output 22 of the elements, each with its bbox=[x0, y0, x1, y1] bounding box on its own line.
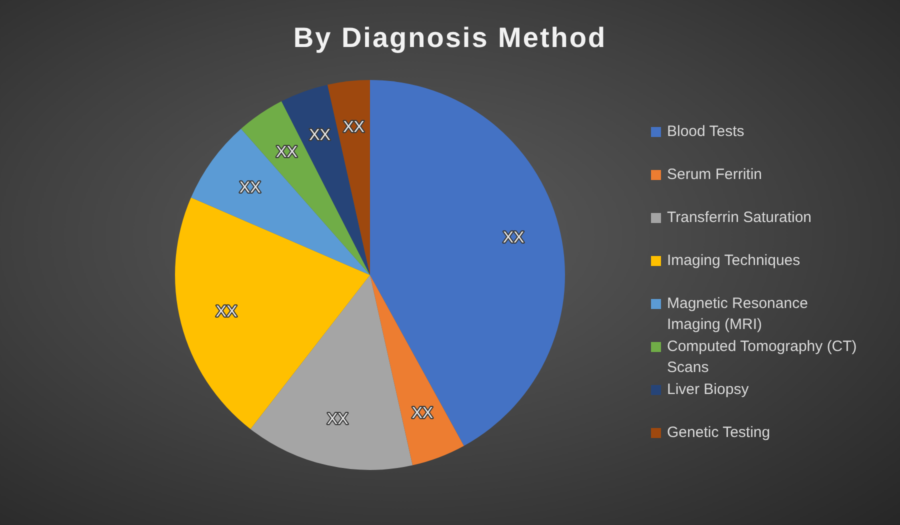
legend-label: Transferrin Saturation bbox=[667, 208, 812, 228]
pie-slice bbox=[250, 275, 413, 470]
pie-slice bbox=[370, 80, 565, 446]
data-label: XX bbox=[276, 144, 298, 161]
data-label: XX bbox=[343, 119, 365, 136]
data-label: XX bbox=[309, 127, 331, 144]
pie-slice bbox=[175, 198, 370, 430]
legend-label: Imaging Techniques bbox=[667, 250, 800, 270]
legend-label: Serum Ferritin bbox=[667, 164, 762, 184]
data-label: XX bbox=[502, 230, 525, 247]
legend-label: Magnetic Resonance Imaging (MRI) bbox=[667, 294, 809, 334]
data-label: XX bbox=[216, 303, 238, 320]
legend-label: Liver Biopsy bbox=[667, 380, 749, 400]
pie-slice bbox=[241, 101, 370, 275]
legend-label: Genetic Testing bbox=[667, 422, 770, 442]
legend-label: Blood Tests bbox=[667, 122, 744, 142]
data-label: XX bbox=[412, 405, 434, 422]
chart-title: By Diagnosis Method bbox=[292, 21, 608, 55]
legend-label: Computed Tomography (CT) Scans bbox=[667, 336, 858, 378]
data-label: XX bbox=[239, 179, 262, 196]
pie-slice bbox=[370, 275, 464, 466]
data-label: XX bbox=[327, 411, 349, 428]
